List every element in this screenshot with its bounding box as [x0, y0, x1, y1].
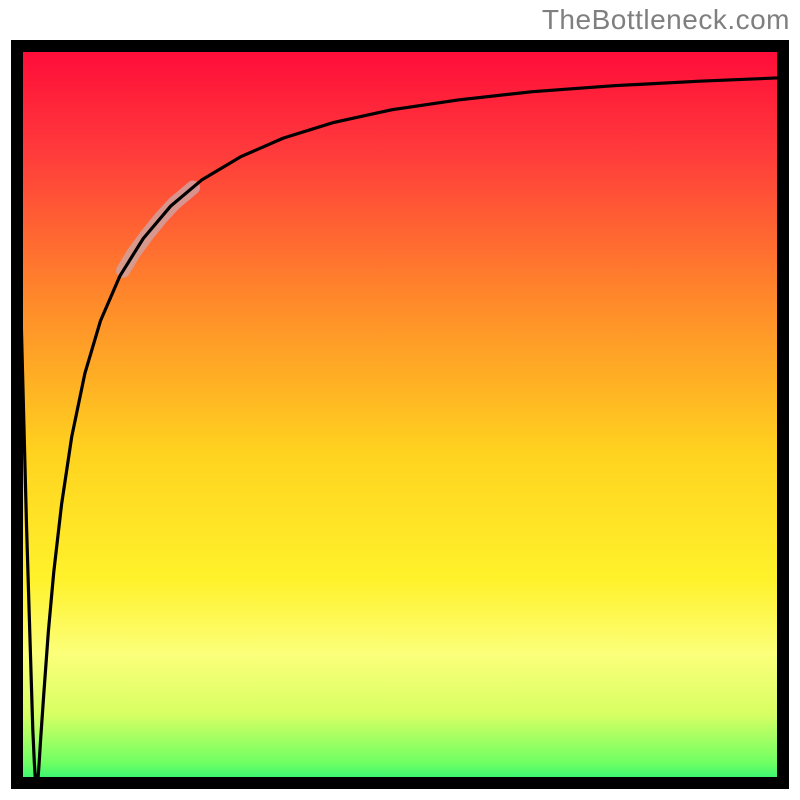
- plot-background: [11, 40, 789, 789]
- watermark-label: TheBottleneck.com: [542, 4, 790, 36]
- chart-viewport: TheBottleneck.com: [0, 0, 800, 800]
- bottleneck-line-chart: [0, 0, 800, 800]
